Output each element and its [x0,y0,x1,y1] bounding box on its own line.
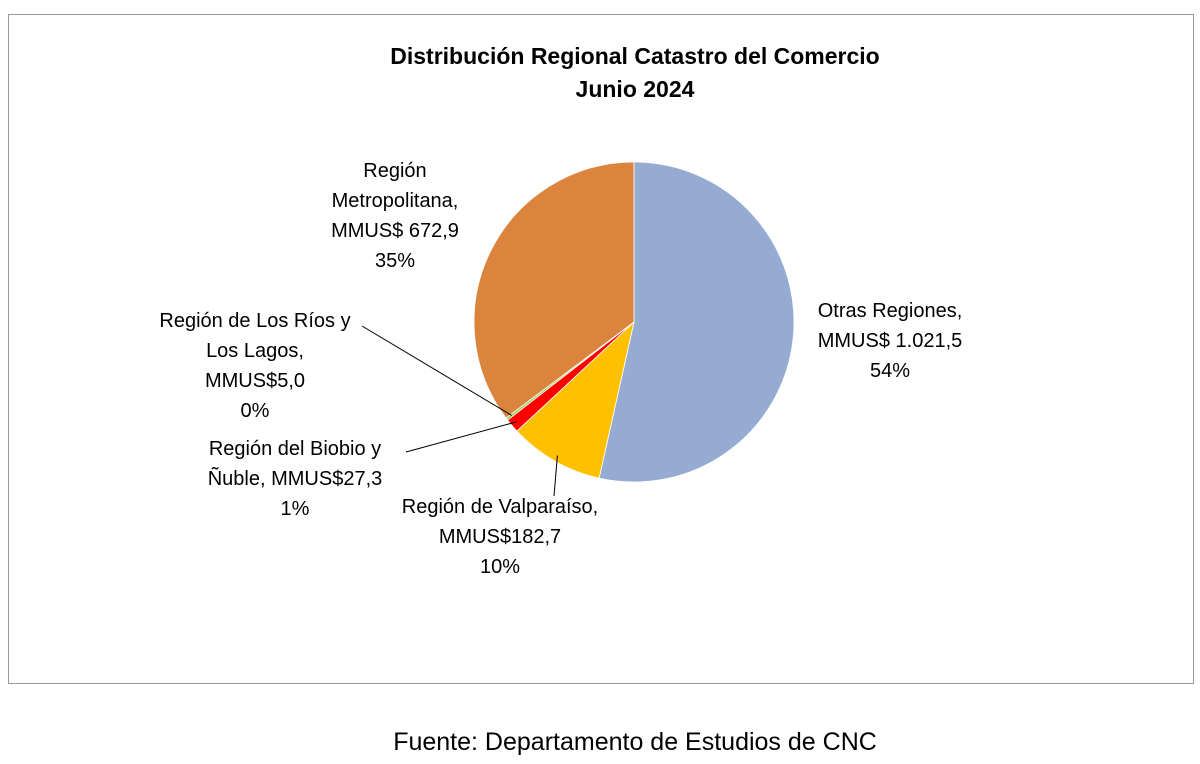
pie-slice-otras-regiones [598,161,795,483]
slice-label-metropolitana: Región Metropolitana, MMUS$ 672,9 35% [280,156,510,276]
leader-line-los-rios [361,325,512,416]
chart-title: Distribución Regional Catastro del Comer… [0,40,1200,106]
slice-label-biobio: Región del Biobio y Ñuble, MMUS$27,3 1% [170,434,420,524]
slice-label-otras-regiones: Otras Regiones, MMUS$ 1.021,5 54% [775,296,1005,386]
slice-label-value: Ñuble, MMUS$27,3 [207,468,383,490]
leader-line-valparaiso [553,455,558,497]
slice-label-percent: 10% [479,556,521,578]
slice-label-value: MMUS$182,7 [438,526,562,548]
slice-label-name: Región de Valparaíso, [401,496,599,518]
slice-label-name: Otras Regiones, [817,300,963,322]
slice-label-percent: 0% [240,400,270,422]
leader-line-biobio [405,421,517,453]
slice-label-name: Región [363,160,427,182]
pie-slice-metropolitana [473,161,635,419]
slice-label-valparaiso: Región de Valparaíso, MMUS$182,7 10% [370,492,630,582]
slice-label-name-2: Metropolitana, [331,190,459,212]
chart-title-line1: Distribución Regional Catastro del Comer… [390,43,880,69]
slice-label-percent: 54% [869,360,911,382]
slice-label-name: Región del Biobio y [208,438,382,460]
source-note: Fuente: Departamento de Estudios de CNC [393,728,877,756]
slice-label-los-rios: Región de Los Ríos y Los Lagos, MMUS$5,0… [135,306,375,426]
slice-label-value: MMUS$ 1.021,5 [817,330,963,352]
slice-label-name: Región de Los Ríos y [159,310,351,332]
slice-label-percent: 35% [374,250,416,272]
pie-slice-valparaiso [516,320,635,479]
chart-title-line2: Junio 2024 [575,76,695,102]
slice-label-value: MMUS$ 672,9 [331,220,459,242]
slice-label-percent: 1% [280,498,310,520]
slice-label-value: MMUS$5,0 [204,370,306,392]
slice-label-name-2: Los Lagos, [206,340,304,362]
